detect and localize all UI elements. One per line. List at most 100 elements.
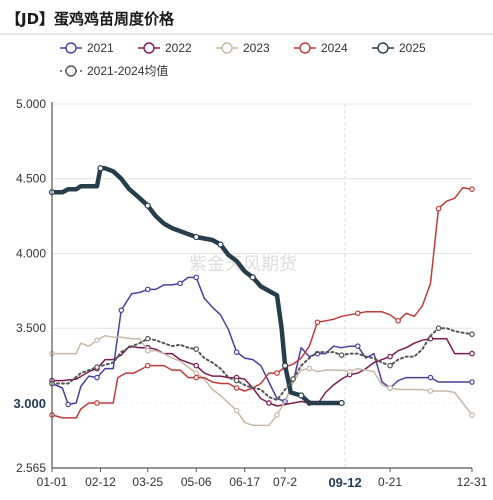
legend-label: 2024 [321,41,348,55]
legend-swatch-marker [377,42,389,54]
x-highlight-bg [323,473,368,491]
series-point [233,377,240,384]
series-point [94,374,100,381]
legend-swatch-marker [143,42,155,54]
x-tick-label: 12-31 [457,475,488,489]
x-tick-label: 0-21 [378,475,402,489]
series-point [469,350,475,357]
legend-label: 2022 [165,41,192,55]
y-tick-label: 5.000 [16,97,46,111]
series-point [274,412,280,418]
series-point [97,165,104,172]
series-point [427,388,434,394]
series-point [354,343,361,349]
chart-title: 【JD】蛋鸡鸡苗周度价格 [6,10,175,28]
series-point [193,374,200,381]
series-point [281,362,289,369]
series-point [314,319,321,326]
series-point [469,412,475,418]
series-point [306,365,313,372]
series-point [387,362,393,369]
series-point [338,399,345,407]
series-point [193,346,200,352]
legend-swatch-marker [221,42,233,54]
series-layer [48,165,475,427]
series-point [435,325,442,332]
series-2022 [49,335,475,407]
series-point [346,368,353,375]
legend-entry: 2025 [372,41,426,55]
legend-entry: 2023 [216,41,270,55]
series-point [338,352,345,358]
series-line [51,276,473,406]
series-point [65,401,71,408]
legend-swatch-marker [65,42,77,54]
series-line [51,334,473,427]
series-point [435,205,442,212]
y-tick-label: 3.500 [16,321,46,335]
legend-swatch-marker [65,65,77,77]
series-point [94,400,100,406]
series-point [387,385,393,391]
series-point [144,347,151,354]
y-highlight-label: 3.000 [13,396,46,411]
series-point [94,337,100,343]
legend-entry: 2024 [294,41,348,55]
legend: 2021 2022 2023 2024 2025 2021-2024均值 [60,41,426,78]
x-tick-label: 06-17 [229,475,260,489]
x-tick-label: 07-2 [273,475,297,489]
legend-label: 2021 [87,41,114,55]
series-point [144,286,151,293]
x-tick-label: 05-06 [181,475,212,489]
x-tick-label: 01-01 [37,475,68,489]
legend-swatch-marker [299,42,311,54]
x-tick-label: 03-25 [132,475,163,489]
series-point [177,280,183,287]
series-point [274,370,280,376]
x-highlight-label: 09-12 [328,475,361,490]
legend-entry: 2022 [138,41,192,55]
y-tick-label: 4.500 [16,172,46,186]
legend-label: 2023 [243,41,270,55]
series-point [387,353,393,360]
series-point [118,307,125,314]
series-point [469,186,475,193]
series-point [233,407,240,414]
legend-entry: 2021 [60,41,114,55]
series-point [144,335,151,342]
series-2023 [49,334,475,427]
series-point [266,400,272,406]
series-point [193,370,200,376]
legend-label: 2021-2024均值 [87,63,168,78]
series-point [469,379,475,385]
series-point [427,374,434,381]
y-tick-label: 2.565 [16,461,46,475]
series-point [233,385,240,391]
series-point [249,274,256,281]
series-point [217,241,224,248]
x-tick-label: 02-12 [85,475,116,489]
y-tick-label: 4.000 [16,246,46,260]
series-2024 [49,186,475,419]
series-point [469,331,475,338]
series-point [193,362,200,369]
series-point [298,392,305,399]
series-point [233,349,240,355]
series-point [193,233,200,241]
series-point [144,362,151,369]
series-point [144,202,151,209]
legend-label: 2025 [399,41,426,55]
legend-entry: 2021-2024均值 [60,63,168,78]
series-line [51,186,473,419]
series-point [354,310,361,317]
axes: 5.000 4.500 4.000 3.500 2.565 3.000 01-01 02-12… [13,97,488,491]
series-point [395,317,401,324]
series-point [290,376,296,382]
series-point [94,364,100,370]
watermark: 紫金天风期货 [189,254,297,275]
series-2021 [49,274,475,408]
series-2025 [48,165,345,407]
series-point [193,274,200,281]
